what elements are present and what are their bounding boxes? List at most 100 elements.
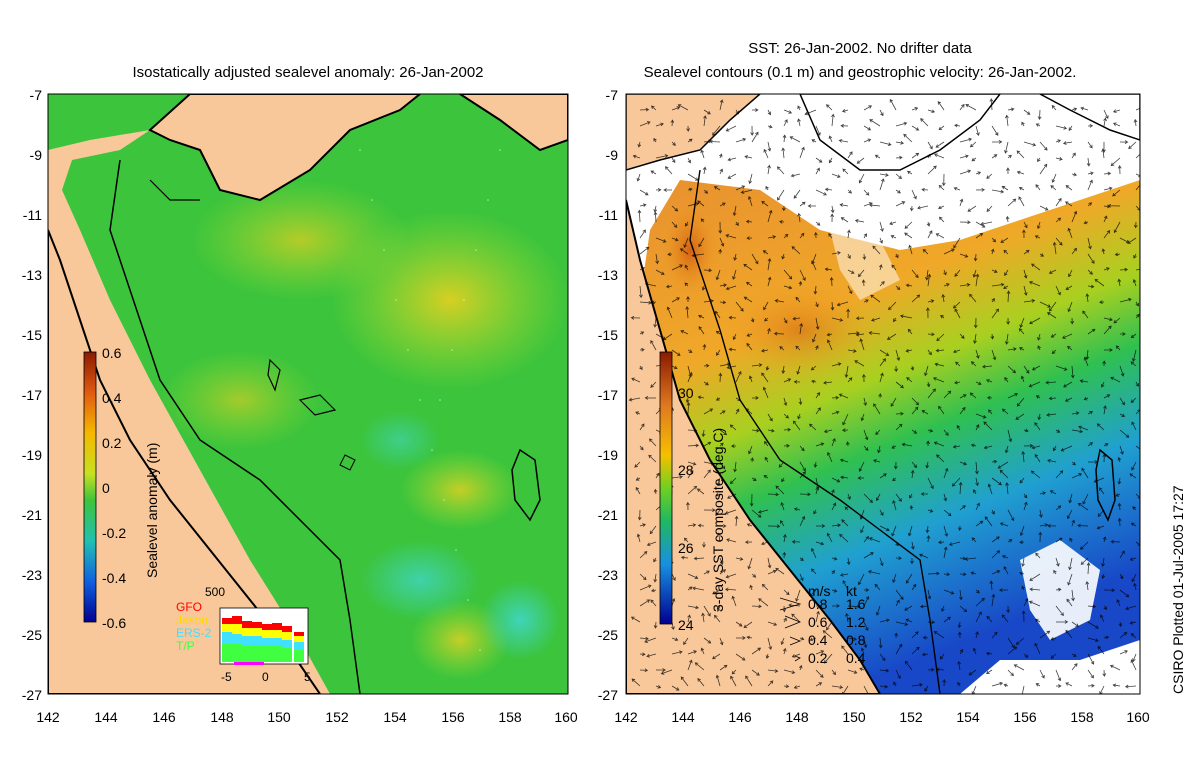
velocity-arrow bbox=[925, 307, 930, 319]
velocity-arrow bbox=[639, 365, 643, 371]
velocity-arrow bbox=[895, 381, 904, 389]
velocity-arrow bbox=[735, 653, 746, 661]
velocity-arrow bbox=[1103, 443, 1109, 447]
velocity-arrow bbox=[709, 139, 721, 144]
velocity-arrow bbox=[761, 348, 769, 353]
velocity-arrow bbox=[1118, 621, 1123, 628]
velocity-arrow bbox=[655, 154, 669, 159]
velocity-arrow bbox=[815, 157, 823, 163]
velocity-arrow bbox=[831, 669, 837, 676]
left-australia-land bbox=[48, 229, 322, 694]
velocity-arrow bbox=[975, 477, 979, 487]
velocity-arrow bbox=[1133, 118, 1138, 127]
velocity-arrow bbox=[715, 397, 721, 401]
velocity-arrow bbox=[815, 610, 820, 623]
velocity-arrow bbox=[943, 429, 949, 436]
velocity-arrow bbox=[815, 407, 821, 415]
velocity-arrow bbox=[847, 285, 853, 295]
velocity-arrow bbox=[911, 269, 919, 279]
velocity-arrow bbox=[933, 631, 945, 639]
velocity-arrow bbox=[703, 508, 716, 512]
velocity-arrow bbox=[735, 137, 747, 143]
velocity-arrow bbox=[997, 461, 1009, 469]
velocity-arrow bbox=[826, 532, 833, 543]
velocity-arrow bbox=[878, 637, 883, 649]
velocity-arrow bbox=[1080, 557, 1089, 565]
velocity-arrow bbox=[895, 493, 902, 502]
velocity-arrow bbox=[879, 509, 884, 516]
velocity-arrow bbox=[842, 168, 849, 175]
velocity-arrow bbox=[730, 675, 737, 687]
velocity-arrow bbox=[877, 445, 881, 454]
velocity-arrow bbox=[824, 267, 833, 272]
velocity-arrow bbox=[1055, 587, 1062, 592]
velocity-arrow bbox=[840, 475, 849, 480]
velocity-arrow bbox=[1135, 182, 1140, 191]
left-lat-tick-5: -17 bbox=[22, 387, 42, 403]
velocity-arrow bbox=[1071, 429, 1084, 434]
velocity-arrow bbox=[940, 315, 945, 319]
velocity-arrow bbox=[909, 205, 914, 212]
velocity-arrow bbox=[719, 99, 724, 111]
velocity-arrow bbox=[780, 637, 785, 645]
velocity-arrow bbox=[831, 173, 841, 178]
velocity-arrow bbox=[671, 237, 679, 242]
velocity-arrow bbox=[975, 611, 982, 623]
velocity-arrow bbox=[1119, 573, 1124, 580]
velocity-arrow bbox=[746, 342, 753, 351]
right-lat-tick-8: -23 bbox=[598, 567, 618, 583]
velocity-arrow bbox=[728, 347, 737, 352]
velocity-arrow bbox=[941, 173, 946, 187]
velocity-arrow bbox=[844, 365, 849, 378]
right-lat-tick-5: -17 bbox=[598, 387, 618, 403]
velocity-arrow bbox=[828, 157, 833, 164]
velocity-arrow bbox=[959, 198, 964, 207]
velocity-arrow bbox=[831, 113, 835, 127]
velocity-arrow bbox=[1117, 502, 1122, 511]
velocity-arrow bbox=[751, 253, 759, 265]
velocity-arrow bbox=[959, 103, 965, 111]
velocity-arrow bbox=[1034, 642, 1041, 655]
velocity-arrow bbox=[971, 157, 977, 162]
velocity-arrow bbox=[831, 438, 836, 447]
velocity-arrow bbox=[671, 264, 683, 271]
velocity-arrow bbox=[729, 424, 737, 431]
velocity-arrow bbox=[798, 280, 803, 287]
velocity-arrow bbox=[1023, 493, 1028, 499]
velocity-arrow bbox=[763, 148, 769, 159]
velocity-arrow bbox=[639, 267, 645, 271]
velocity-arrow bbox=[911, 189, 917, 200]
velocity-arrow bbox=[1034, 422, 1041, 431]
velocity-arrow bbox=[846, 308, 850, 319]
velocity-arrow bbox=[1037, 413, 1042, 421]
velocity-arrow bbox=[911, 294, 921, 303]
velocity-arrow bbox=[646, 653, 657, 658]
velocity-arrow bbox=[986, 379, 993, 383]
velocity-arrow bbox=[903, 133, 913, 143]
velocity-arrow bbox=[783, 269, 793, 280]
velocity-arrow bbox=[660, 669, 673, 675]
velocity-arrow bbox=[1087, 269, 1093, 275]
velocity-arrow bbox=[1055, 125, 1068, 130]
velocity-arrow bbox=[894, 365, 898, 373]
right-lon-tick-4: 150 bbox=[842, 709, 866, 725]
left-lat-tick-7: -21 bbox=[22, 507, 42, 523]
velocity-legend-kt-2: 0.8 bbox=[846, 632, 866, 648]
velocity-arrow bbox=[764, 317, 769, 322]
velocity-arrow bbox=[841, 519, 849, 527]
velocity-arrow bbox=[683, 237, 689, 249]
velocity-arrow bbox=[941, 293, 946, 303]
velocity-arrow bbox=[840, 217, 849, 223]
left-cbar-tick-5: -0.4 bbox=[102, 570, 126, 586]
velocity-arrow bbox=[1048, 269, 1057, 274]
velocity-arrow bbox=[703, 109, 711, 115]
velocity-arrow bbox=[713, 186, 721, 191]
velocity-arrow bbox=[634, 461, 641, 468]
velocity-arrow bbox=[1055, 157, 1063, 161]
velocity-arrow bbox=[1087, 604, 1097, 609]
velocity-arrow bbox=[891, 264, 897, 271]
velocity-arrow bbox=[1087, 284, 1095, 289]
velocity-arrow bbox=[1113, 221, 1121, 234]
velocity-arrow bbox=[648, 454, 657, 463]
velocity-arrow bbox=[815, 442, 825, 447]
